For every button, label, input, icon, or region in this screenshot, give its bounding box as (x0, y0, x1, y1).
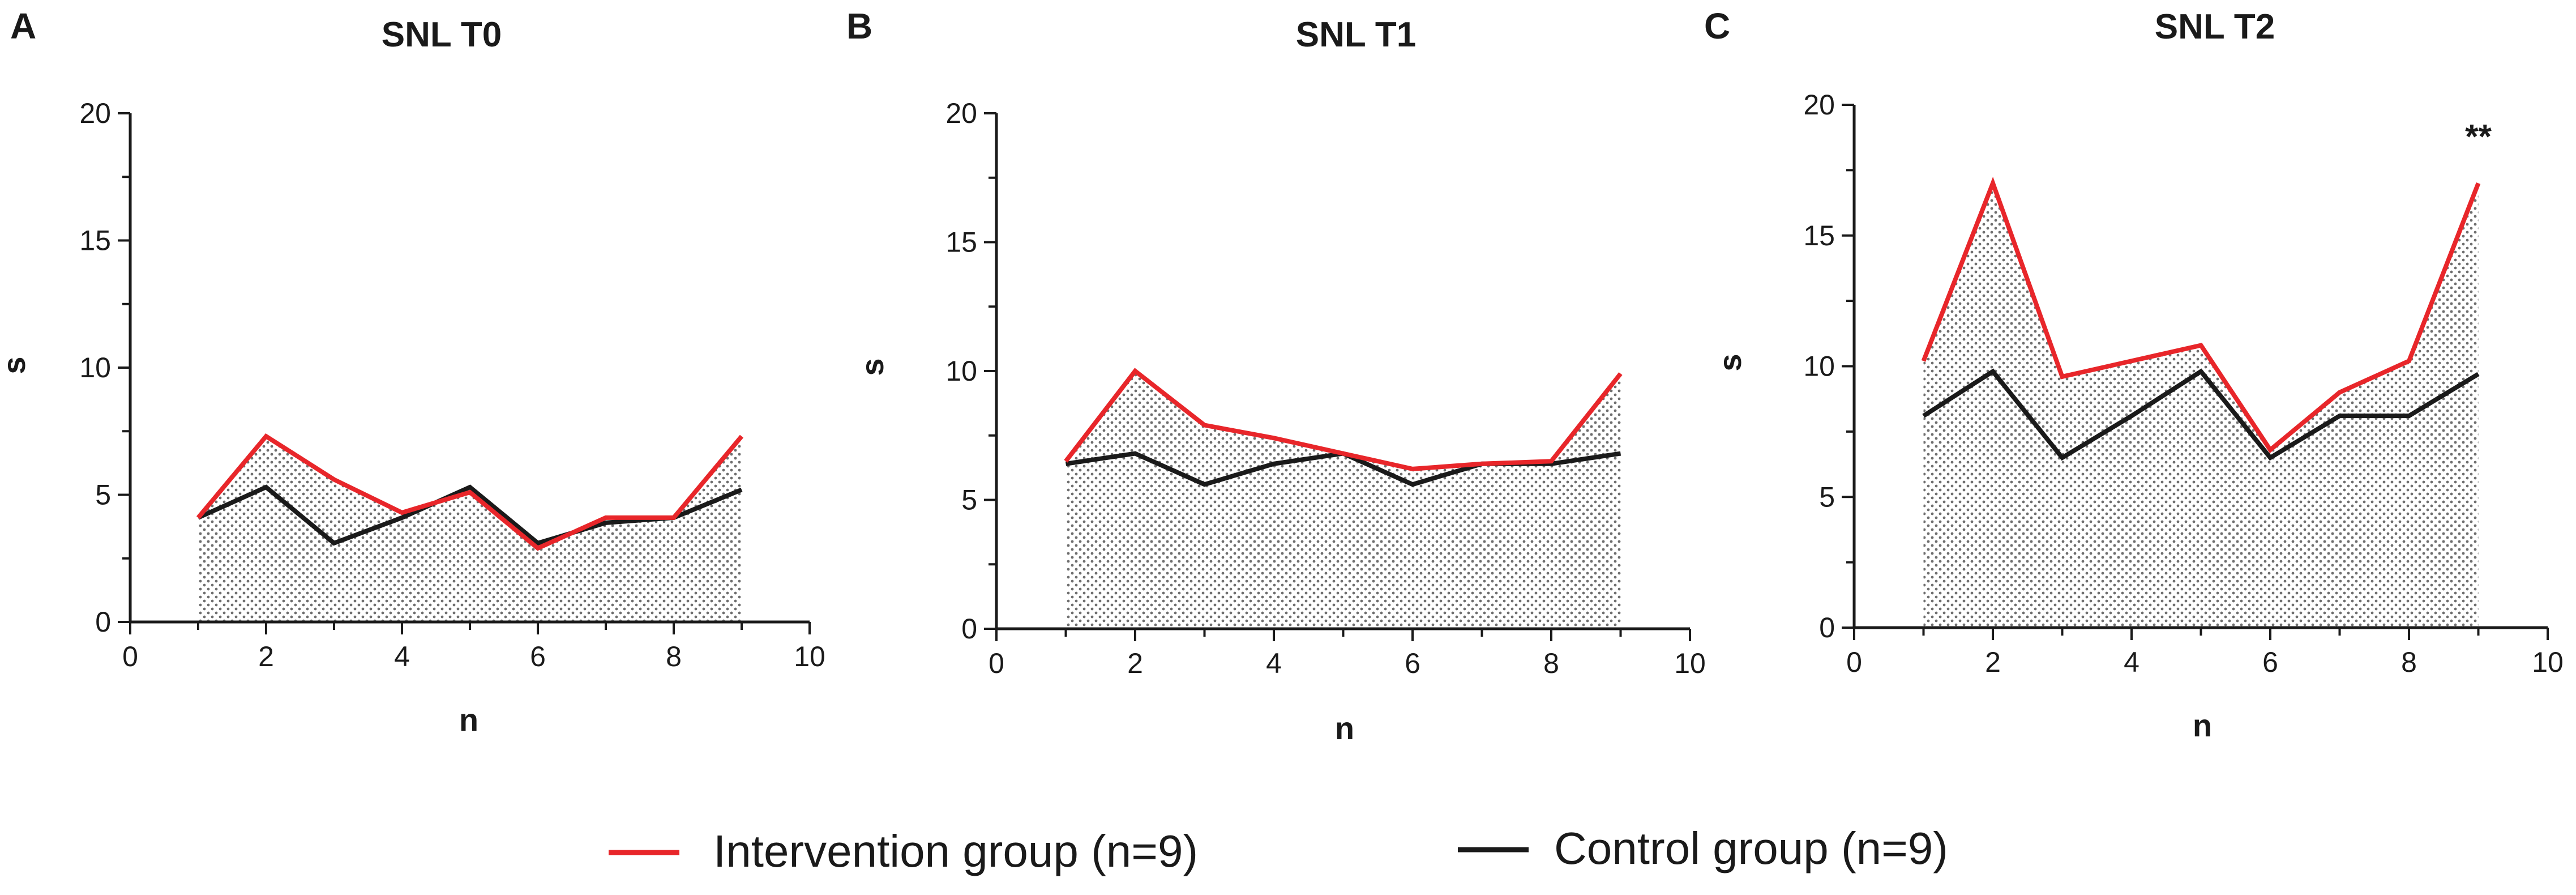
y-tick-label: 15 (79, 225, 111, 257)
series-line-intervention (196, 433, 744, 551)
legend-label-intervention: Intervention group (n=9) (713, 826, 1198, 876)
legend: Intervention group (n=9) Control group (… (609, 823, 1948, 876)
y-tick-label: 0 (1819, 612, 1835, 643)
plot-area: 0 2 4 6 8 10 0 5 10 15 20 (945, 97, 1705, 679)
area-fill (1923, 183, 2479, 628)
significance-annotation: ** (2465, 117, 2492, 155)
x-axis-label: n (459, 702, 478, 738)
y-tick-label: 5 (961, 484, 977, 516)
y-tick-label: 10 (945, 355, 977, 387)
x-tick-label: 8 (1543, 647, 1559, 679)
series-line-intervention (1064, 368, 1623, 471)
panel-a: A SNL T0 s n 0 2 4 6 8 10 0 5 10 15 20 (0, 6, 825, 738)
y-axis-label: s (854, 358, 890, 376)
y-tick-label: 0 (95, 606, 111, 638)
y-tick-label: 20 (79, 97, 111, 129)
x-axis-label: n (1335, 710, 1354, 746)
x-tick-label: 2 (1985, 646, 2001, 678)
x-tick-label: 8 (666, 641, 682, 672)
chart-title: SNL T2 (2155, 7, 2275, 46)
plot-area: 0 2 4 6 8 10 0 5 10 15 20 ** (1803, 89, 2563, 678)
legend-item-intervention: Intervention group (n=9) (609, 826, 1198, 876)
x-axis-label: n (2193, 708, 2212, 743)
y-axis-label: s (1712, 353, 1748, 371)
x-tick-label: 4 (394, 641, 410, 672)
panel-c: C SNL T2 s n 0 2 4 6 8 10 0 5 10 15 20 ** (1704, 6, 2564, 743)
area-fill (198, 436, 742, 622)
plot-area: 0 2 4 6 8 10 0 5 10 15 20 (79, 97, 825, 672)
legend-item-control: Control group (n=9) (1458, 823, 1948, 873)
x-tick-label: 2 (258, 641, 274, 672)
chart-title: SNL T0 (382, 15, 502, 54)
series-line-control (1922, 368, 2480, 461)
x-tick-label: 10 (2532, 646, 2564, 678)
chart-title: SNL T1 (1296, 15, 1416, 54)
y-tick-label: 5 (95, 479, 111, 511)
y-tick-label: 20 (945, 97, 977, 129)
x-tick-label: 6 (1405, 647, 1420, 679)
y-tick-label: 20 (1803, 89, 1835, 121)
series-line-intervention (1921, 177, 2481, 454)
panel-letter: C (1704, 6, 1730, 46)
x-tick-label: 10 (794, 641, 825, 672)
y-tick-label: 15 (945, 227, 977, 258)
x-tick-label: 8 (2401, 646, 2417, 678)
y-axis-label: s (0, 356, 32, 374)
y-tick-label: 0 (961, 613, 977, 645)
panel-letter: B (846, 6, 872, 46)
x-tick-label: 4 (1266, 647, 1282, 679)
y-tick-label: 10 (79, 352, 111, 383)
y-tick-label: 10 (1803, 351, 1835, 382)
panel-letter: A (10, 6, 36, 46)
x-tick-label: 10 (1674, 647, 1706, 679)
x-tick-label: 2 (1127, 647, 1143, 679)
panel-b: B SNL T1 s n 0 2 4 6 8 10 0 5 10 15 20 (846, 6, 1706, 746)
legend-label-control: Control group (n=9) (1554, 823, 1948, 873)
x-tick-label: 4 (2124, 646, 2139, 678)
x-tick-label: 6 (2262, 646, 2278, 678)
x-tick-label: 0 (1846, 646, 1862, 678)
x-tick-label: 0 (989, 647, 1004, 679)
area-fill (1066, 371, 1621, 629)
x-tick-label: 6 (530, 641, 546, 672)
y-tick-label: 5 (1819, 481, 1835, 513)
y-tick-label: 15 (1803, 220, 1835, 252)
x-tick-label: 0 (122, 641, 138, 672)
